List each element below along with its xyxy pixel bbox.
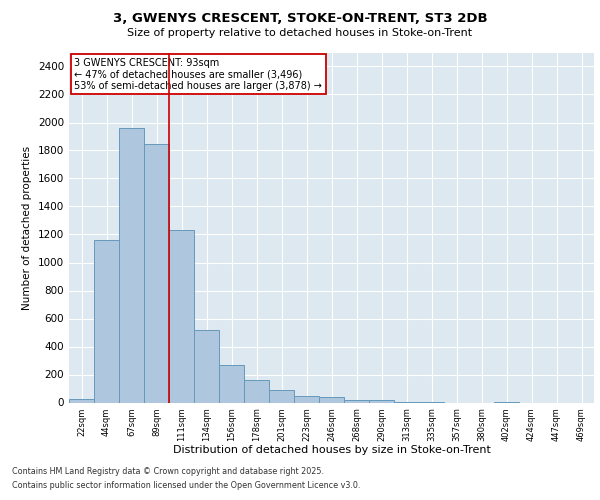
X-axis label: Distribution of detached houses by size in Stoke-on-Trent: Distribution of detached houses by size … — [173, 446, 490, 456]
Bar — [269, 390, 294, 402]
Bar — [194, 330, 219, 402]
Bar — [94, 240, 119, 402]
Bar — [244, 380, 269, 402]
Text: Size of property relative to detached houses in Stoke-on-Trent: Size of property relative to detached ho… — [127, 28, 473, 38]
Bar — [144, 144, 169, 402]
Y-axis label: Number of detached properties: Number of detached properties — [22, 146, 32, 310]
Text: Contains public sector information licensed under the Open Government Licence v3: Contains public sector information licen… — [12, 481, 361, 490]
Bar — [219, 364, 244, 403]
Text: 3, GWENYS CRESCENT, STOKE-ON-TRENT, ST3 2DB: 3, GWENYS CRESCENT, STOKE-ON-TRENT, ST3 … — [113, 12, 487, 26]
Bar — [169, 230, 194, 402]
Bar — [119, 128, 144, 402]
Bar — [319, 397, 344, 402]
Bar — [294, 396, 319, 402]
Bar — [344, 400, 369, 402]
Text: Contains HM Land Registry data © Crown copyright and database right 2025.: Contains HM Land Registry data © Crown c… — [12, 468, 324, 476]
Text: 3 GWENYS CRESCENT: 93sqm
← 47% of detached houses are smaller (3,496)
53% of sem: 3 GWENYS CRESCENT: 93sqm ← 47% of detach… — [74, 58, 322, 91]
Bar — [369, 400, 394, 402]
Bar — [69, 399, 94, 402]
